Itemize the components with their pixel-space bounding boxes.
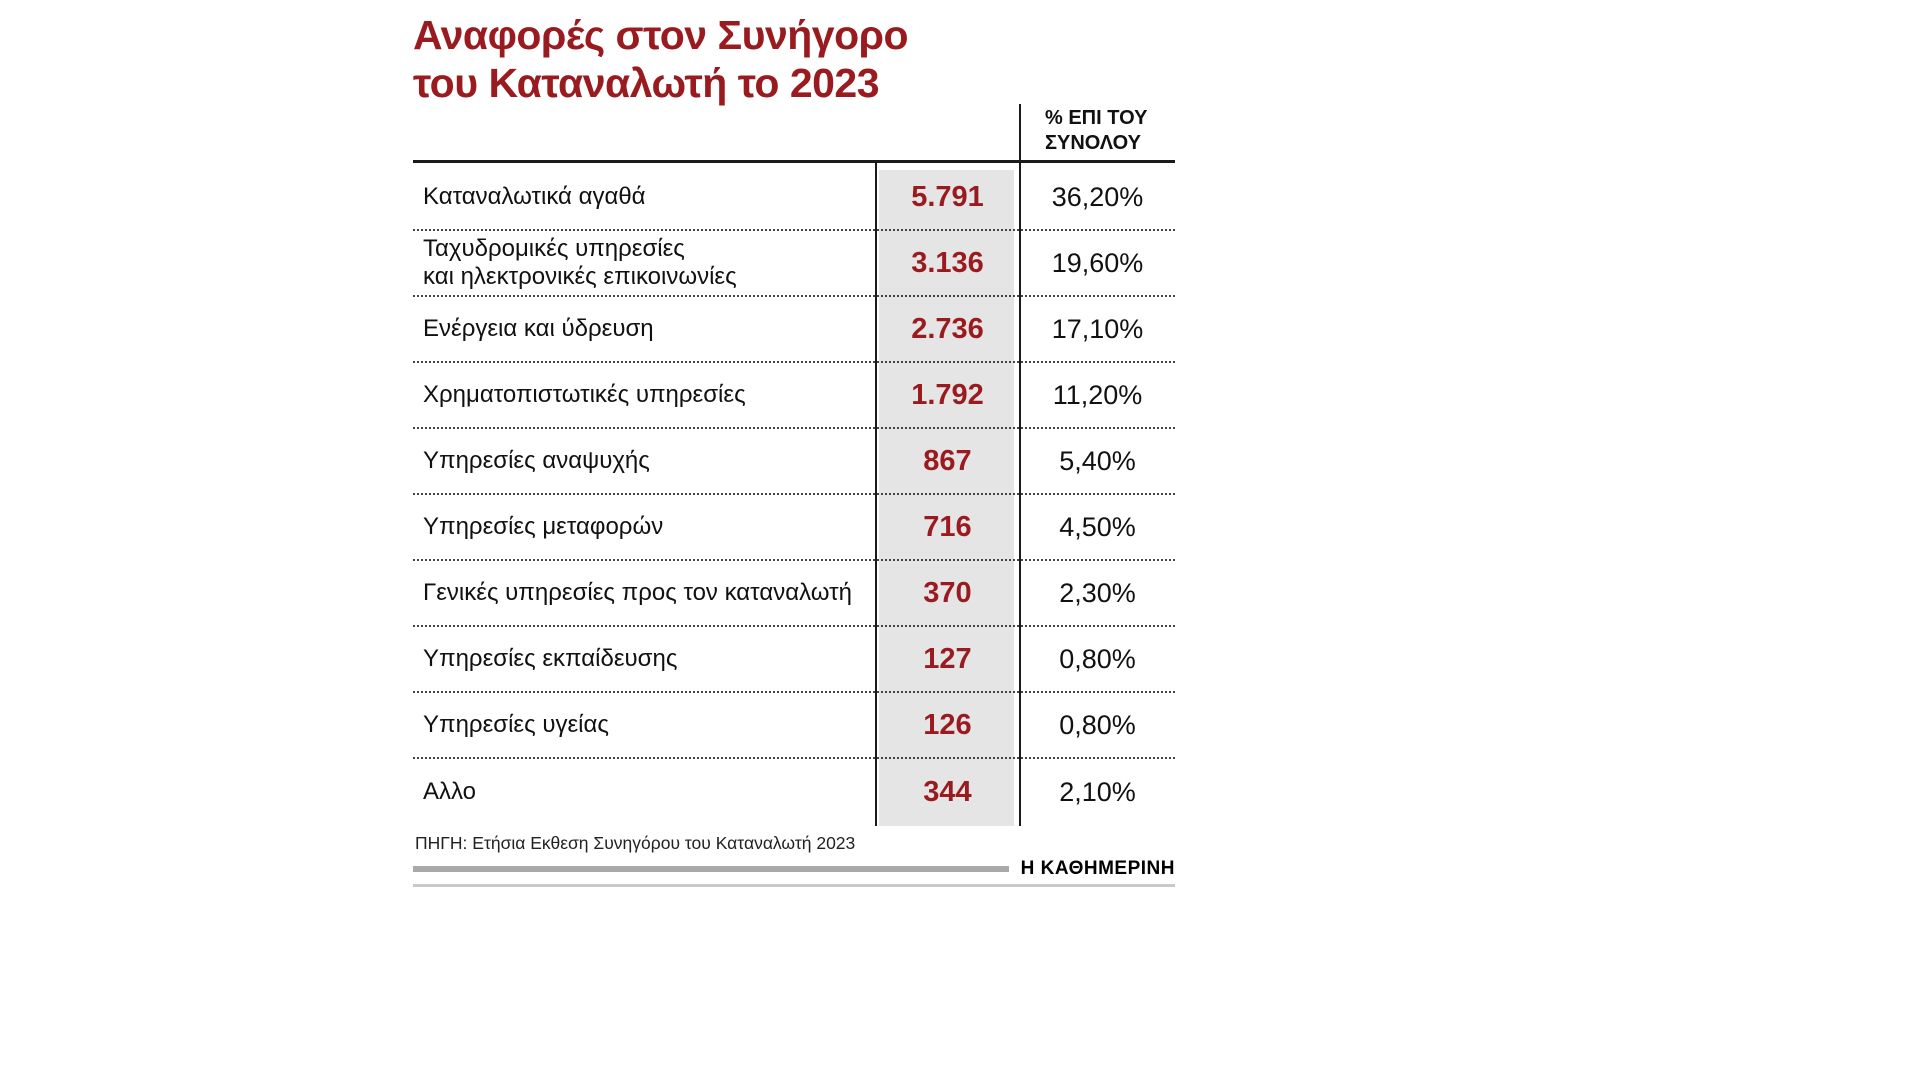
table-body: Καταναλωτικά αγαθά 5.791 36,20% Ταχυδρομ… <box>413 165 1175 825</box>
table-row: Υπηρεσίες μεταφορών 716 4,50% <box>413 495 1175 561</box>
row-percent: 4,50% <box>1059 511 1136 542</box>
row-label: Γενικές υπηρεσίες προς τον καταναλωτή <box>423 579 852 607</box>
table-row: Χρηματοπιστωτικές υπηρεσίες 1.792 11,20% <box>413 363 1175 429</box>
table-row: Καταναλωτικά αγαθά 5.791 36,20% <box>413 165 1175 231</box>
table-row: Γενικές υπηρεσίες προς τον καταναλωτή 37… <box>413 561 1175 627</box>
source-note: ΠΗΓΗ: Ετήσια Εκθεση Συνηγόρου του Κατανα… <box>415 833 856 853</box>
row-count: 5.791 <box>911 180 984 213</box>
footer-bar <box>413 866 1009 872</box>
row-percent: 2,10% <box>1059 776 1136 807</box>
row-count: 2.736 <box>911 312 984 345</box>
row-label: Καταναλωτικά αγαθά <box>423 183 646 211</box>
column-divider-right <box>1019 104 1021 826</box>
count-column-band <box>879 170 1014 826</box>
row-percent: 5,40% <box>1059 445 1136 476</box>
row-percent: 11,20% <box>1052 379 1143 410</box>
chart-title: Αναφορές στον Συνήγορο του Καταναλωτή το… <box>413 12 909 108</box>
table-row: Ταχυδρομικές υπηρεσίες και ηλεκτρονικές … <box>413 231 1175 297</box>
row-percent: 17,10% <box>1051 313 1144 344</box>
publisher-footer: Η ΚΑΘΗΜΕΡΙΝΗ <box>413 858 1175 880</box>
consumer-ombudsman-table: Αναφορές στον Συνήγορο του Καταναλωτή το… <box>413 0 1175 1080</box>
row-count: 867 <box>923 444 972 477</box>
percent-column-header: % ΕΠΙ ΤΟΥ ΣΥΝΟΛΟΥ <box>1045 107 1148 154</box>
row-count: 716 <box>923 510 972 543</box>
row-label: Υπηρεσίες μεταφορών <box>423 513 664 541</box>
chart-title-line-2: του Καταναλωτή το 2023 <box>413 59 880 106</box>
row-percent: 19,60% <box>1051 247 1144 278</box>
row-count: 126 <box>923 708 972 741</box>
row-percent: 36,20% <box>1051 181 1144 212</box>
column-divider-left <box>875 163 877 826</box>
table-row: Υπηρεσίες υγείας 126 0,80% <box>413 693 1175 759</box>
row-label: Αλλο <box>423 778 476 806</box>
row-count: 370 <box>923 576 972 609</box>
table-row: Υπηρεσίες εκπαίδευσης 127 0,80% <box>413 627 1175 693</box>
row-label: Υπηρεσίες υγείας <box>423 711 609 739</box>
kathimerini-logo: Η ΚΑΘΗΜΕΡΙΝΗ <box>1020 858 1175 879</box>
table-top-rule <box>413 160 1175 163</box>
row-label: Ταχυδρομικές υπηρεσίες και ηλεκτρονικές … <box>423 235 737 290</box>
row-label: Ενέργεια και ύδρευση <box>423 315 654 343</box>
table-row: Υπηρεσίες αναψυχής 867 5,40% <box>413 429 1175 495</box>
table-row: Ενέργεια και ύδρευση 2.736 17,10% <box>413 297 1175 363</box>
table-row: Αλλο 344 2,10% <box>413 759 1175 825</box>
chart-title-line-1: Αναφορές στον Συνήγορο <box>413 12 909 58</box>
row-label: Χρηματοπιστωτικές υπηρεσίες <box>423 381 746 409</box>
row-count: 3.136 <box>911 246 984 279</box>
row-count: 1.792 <box>911 378 984 411</box>
footer-bottom-rule <box>413 884 1175 887</box>
row-percent: 0,80% <box>1059 643 1136 674</box>
row-percent: 2,30% <box>1059 577 1136 608</box>
row-label: Υπηρεσίες εκπαίδευσης <box>423 645 678 673</box>
row-percent: 0,80% <box>1059 709 1136 740</box>
row-count: 344 <box>923 775 972 808</box>
row-label: Υπηρεσίες αναψυχής <box>423 447 650 475</box>
row-count: 127 <box>923 642 972 675</box>
